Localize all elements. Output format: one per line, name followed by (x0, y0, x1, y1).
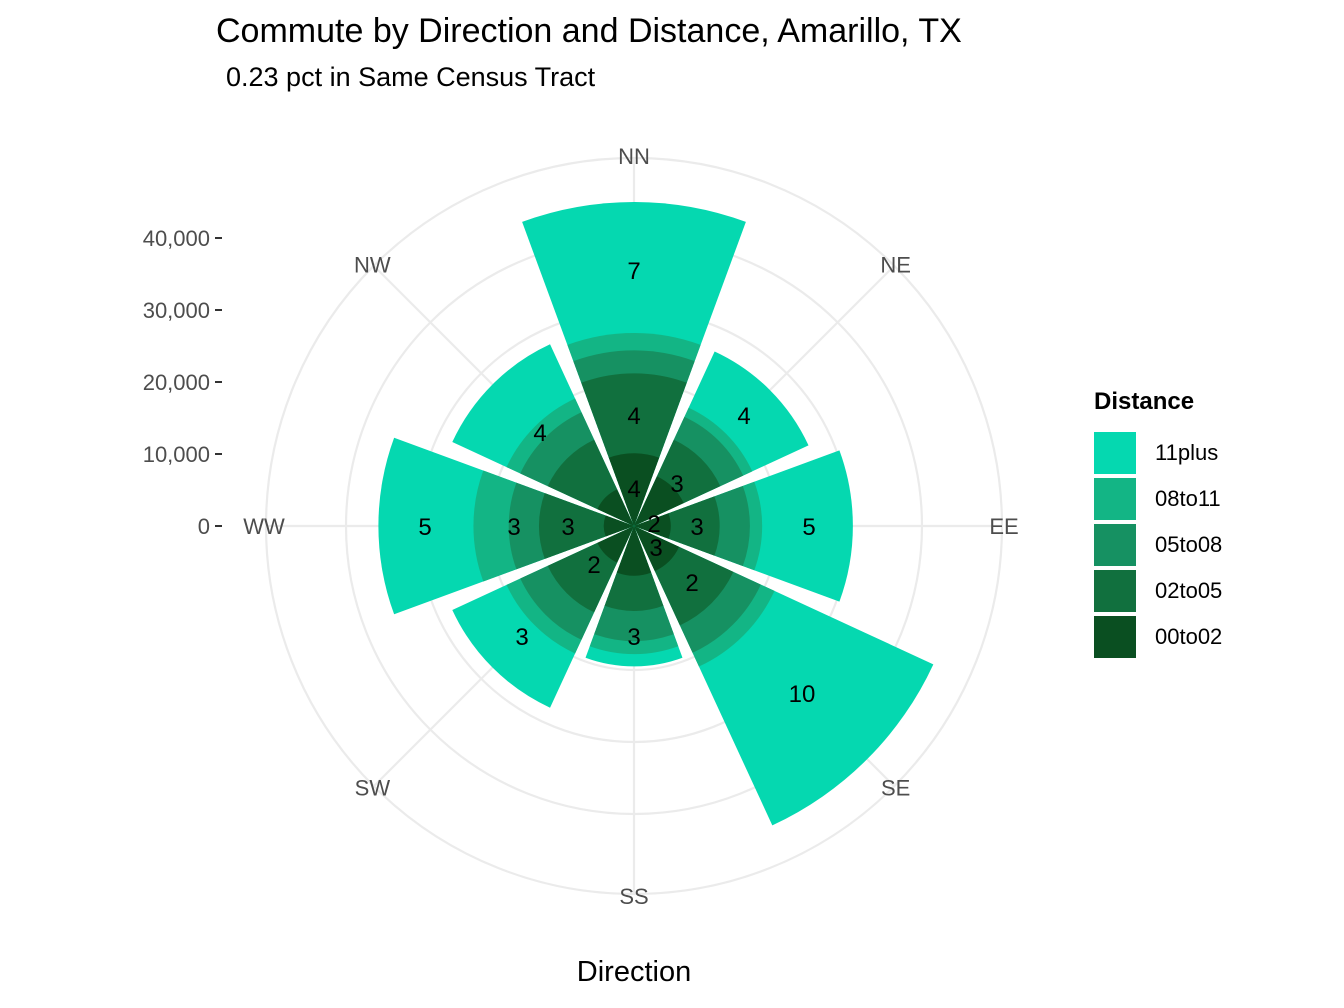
wedge-value-label: 10 (789, 681, 816, 708)
wedge-nn-02to05 (581, 373, 687, 526)
direction-label-nw: NW (354, 252, 391, 277)
wedge-ww-02to05 (538, 493, 634, 559)
wedge-value-label: 2 (685, 570, 698, 597)
y-tick-label: 20,000 (143, 370, 210, 395)
wedge-nw-00to02 (597, 489, 634, 526)
wedge-value-label: 4 (533, 420, 546, 447)
legend-label: 11plus (1155, 440, 1219, 465)
y-tick-label: 30,000 (143, 298, 210, 323)
legend-swatch (1094, 570, 1136, 612)
direction-label-nn: NN (618, 144, 650, 169)
y-tick-label: 0 (198, 514, 210, 539)
wedge-value-label: 5 (802, 514, 815, 541)
legend-item-11plus: 11plus (1094, 430, 1222, 476)
wedge-value-label: 3 (690, 514, 703, 541)
chart-subtitle: 0.23 pct in Same Census Tract (226, 62, 596, 92)
direction-label-sw: SW (355, 776, 391, 801)
wedge-value-label: 3 (561, 514, 574, 541)
legend-swatch (1094, 478, 1136, 520)
wedge-value-label: 5 (418, 514, 431, 541)
direction-label-ne: NE (880, 252, 911, 277)
wedge-ww-00to02 (603, 515, 634, 537)
wedge-ee-00to02 (634, 513, 671, 539)
legend-title: Distance (1094, 388, 1195, 415)
direction-label-ss: SS (619, 884, 648, 909)
legend-item-08to11: 08to11 (1094, 476, 1222, 522)
wedge-se-00to02 (634, 526, 680, 572)
legend-label: 02to05 (1155, 578, 1223, 603)
wedge-value-label: 3 (515, 624, 528, 651)
wedge-value-label: 2 (647, 511, 660, 538)
wedge-nn-00to02 (608, 453, 660, 526)
x-axis-title: Direction (576, 956, 692, 988)
legend-label: 00to02 (1155, 624, 1223, 649)
wedge-value-label: 7 (627, 258, 640, 285)
legend-item-00to02: 00to02 (1094, 614, 1222, 660)
y-tick-label: 10,000 (143, 442, 210, 467)
direction-label-se: SE (881, 776, 910, 801)
legend-label: 05to08 (1155, 532, 1223, 557)
legend-swatch (1094, 616, 1136, 658)
wedge-value-label: 3 (649, 535, 662, 562)
wedge-value-label: 2 (587, 552, 600, 579)
legend-swatch (1094, 524, 1136, 566)
direction-label-ee: EE (989, 514, 1018, 539)
direction-label-ww: WW (243, 514, 285, 539)
legend: Distance 11plus 08to11 05to08 02to05 00to02 (1094, 388, 1222, 660)
legend-item-05to08: 05to08 (1094, 522, 1222, 568)
wedge-value-label: 3 (507, 514, 520, 541)
legend-swatch (1094, 432, 1136, 474)
wedge-value-label: 4 (627, 476, 640, 503)
chart-title: Commute by Direction and Distance, Amari… (216, 12, 962, 50)
wedge-value-label: 3 (627, 624, 640, 651)
y-tick-label: 40,000 (143, 226, 210, 251)
legend-label: 08to11 (1155, 486, 1221, 511)
wedge-ee-02to05 (634, 496, 720, 556)
wedge-value-label: 3 (670, 471, 683, 498)
wedge-ne-00to02 (634, 476, 684, 526)
wedge-ss-00to02 (616, 526, 652, 576)
wedge-value-label: 4 (737, 403, 750, 430)
direction-labels: NN NE EE SE SS SW WW NW (243, 144, 1018, 909)
wedges (378, 202, 934, 826)
legend-item-02to05: 02to05 (1094, 568, 1222, 614)
y-axis: 0 10,000 20,000 30,000 40,000 (143, 226, 222, 539)
wedge-sw-00to02 (597, 526, 634, 563)
wedge-value-label: 4 (627, 403, 640, 430)
